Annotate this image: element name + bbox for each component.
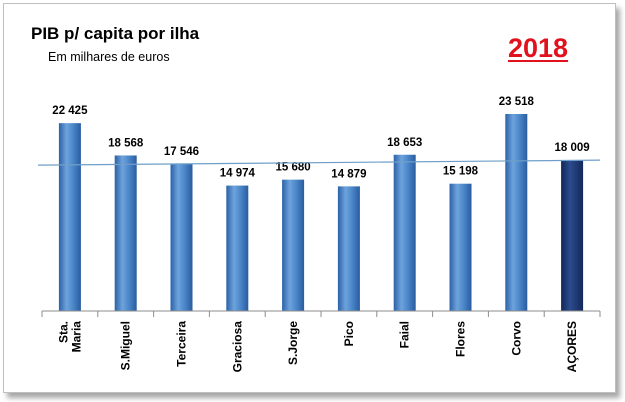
category-label: Terceira (175, 321, 189, 367)
bar-pico (337, 186, 360, 311)
data-label: 23 518 (499, 96, 535, 108)
bar-s-jorge (282, 179, 305, 311)
bar-graciosa (226, 185, 249, 311)
chart-subtitle: Em milhares de euros (48, 50, 170, 64)
category-label: Flores (454, 321, 468, 357)
bar-sta-maria (58, 123, 81, 312)
category-label: S.Miguel (119, 321, 133, 370)
data-label: 18 653 (387, 137, 422, 149)
data-label: 14 974 (220, 168, 256, 180)
category-label: Pico (342, 321, 356, 346)
category-label: AÇORES (565, 321, 579, 372)
data-label: 22 425 (52, 105, 88, 117)
category-label: S.Jorge (286, 321, 300, 365)
year-label: 2018 (508, 33, 569, 63)
data-label: 17 546 (164, 146, 199, 158)
category-label: Graciosa (230, 321, 244, 373)
bar-terceira (170, 164, 193, 311)
bar-a-ores (561, 160, 584, 311)
data-label: 15 198 (443, 166, 479, 178)
chart-title: PIB p/ capita por ilha (31, 24, 200, 43)
bar-flores (449, 183, 472, 311)
category-label: Maria (69, 321, 83, 353)
bar-corvo (505, 114, 528, 311)
data-label: 14 879 (331, 168, 366, 180)
bar-s-miguel (114, 155, 137, 311)
category-label: Faial (398, 321, 412, 348)
category-label: Corvo (509, 321, 523, 356)
reference-line (37, 159, 601, 166)
data-label: 18 568 (108, 137, 144, 149)
data-label: 18 009 (555, 142, 590, 154)
bar-faial (393, 154, 416, 311)
data-label: 15 680 (276, 162, 311, 174)
category-label: Sta. (56, 321, 70, 343)
